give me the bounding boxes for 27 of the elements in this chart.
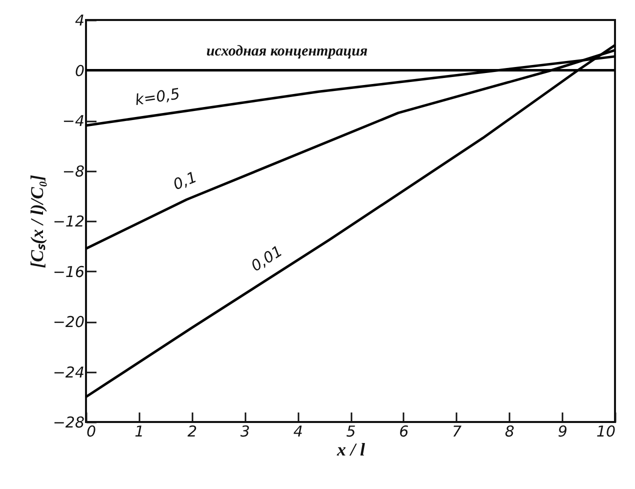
y-tick-label: 4 xyxy=(74,12,84,30)
x-tick-label: 2 xyxy=(188,422,198,440)
series-label: исходная концентрация xyxy=(206,43,368,60)
x-tick-label: 4 xyxy=(293,422,303,440)
y-tick-label: 0 xyxy=(74,62,84,80)
text: k=0,5 xyxy=(134,84,182,110)
y-tick-label: −20 xyxy=(52,313,84,331)
x-tick-label: 1 xyxy=(134,422,144,440)
x-tick-label: 6 xyxy=(399,422,409,440)
y-tick-label: −4 xyxy=(62,112,84,130)
y-tick-label: −24 xyxy=(52,363,84,382)
x-axis-title: x / l xyxy=(336,440,366,460)
y-tick-label: −16 xyxy=(52,262,84,281)
x-tick-label: 7 xyxy=(452,422,462,440)
y-axis-title: [Cₛ(x / l)/C₀] xyxy=(26,174,47,268)
x-tick-label: 9 xyxy=(558,422,568,440)
x-tick-label: 0 xyxy=(86,422,96,440)
x-tick-label: 3 xyxy=(240,422,250,440)
text: 0,1 xyxy=(170,168,200,194)
line-series xyxy=(84,44,616,398)
x-tick-label: 5 xyxy=(346,422,356,440)
x-tick-label: 8 xyxy=(504,422,514,440)
y-tick-label: −28 xyxy=(52,414,84,432)
x-tick-label: 10 xyxy=(596,422,616,440)
y-tick-label: −12 xyxy=(52,212,84,230)
y-tick-label: −8 xyxy=(62,162,84,180)
text: 0,01 xyxy=(248,242,286,276)
